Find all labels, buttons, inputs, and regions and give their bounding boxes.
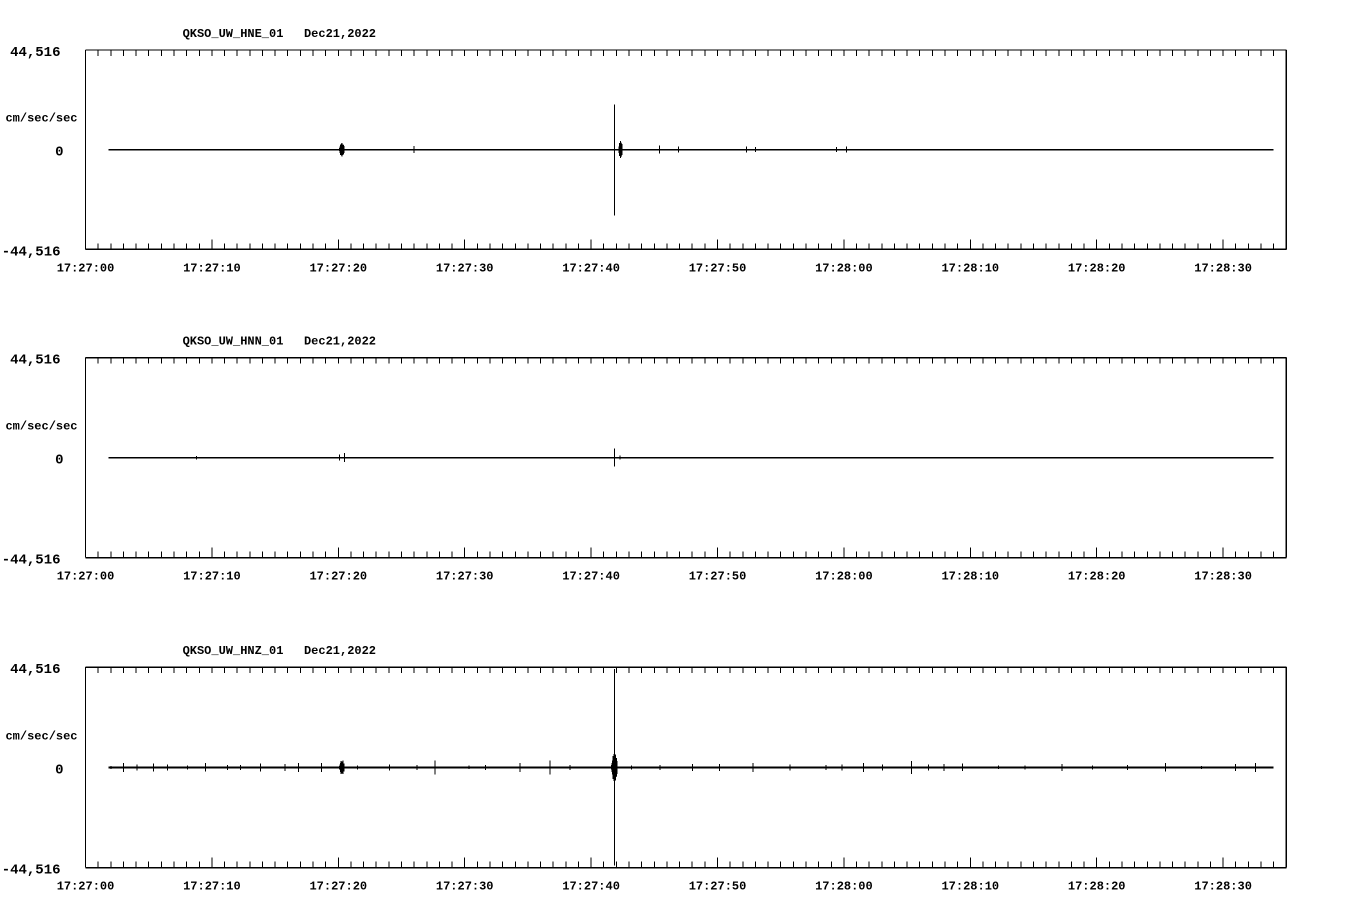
svg-text:QKSO_UW_HNE_01: QKSO_UW_HNE_01 [183, 27, 284, 41]
svg-text:17:27:40: 17:27:40 [562, 570, 620, 584]
svg-text:cm/sec/sec: cm/sec/sec [5, 729, 77, 743]
svg-text:Dec21,2022: Dec21,2022 [304, 27, 376, 41]
svg-text:-44,516: -44,516 [2, 244, 61, 260]
svg-text:17:28:20: 17:28:20 [1068, 261, 1126, 275]
svg-text:17:27:10: 17:27:10 [183, 570, 241, 584]
svg-text:cm/sec/sec: cm/sec/sec [5, 112, 77, 126]
svg-text:44,516: 44,516 [10, 45, 60, 61]
svg-text:17:28:10: 17:28:10 [941, 880, 999, 894]
svg-text:17:28:00: 17:28:00 [815, 880, 873, 894]
svg-text:17:27:50: 17:27:50 [689, 570, 747, 584]
svg-text:17:27:20: 17:27:20 [309, 261, 367, 275]
svg-text:Dec21,2022: Dec21,2022 [304, 335, 376, 349]
svg-text:0: 0 [55, 453, 63, 469]
svg-text:17:27:00: 17:27:00 [57, 261, 115, 275]
svg-text:0: 0 [55, 145, 63, 161]
svg-text:17:27:00: 17:27:00 [57, 880, 115, 894]
svg-text:0: 0 [55, 762, 63, 778]
svg-text:44,516: 44,516 [10, 353, 60, 369]
svg-text:Dec21,2022: Dec21,2022 [304, 644, 376, 658]
svg-text:QKSO_UW_HNZ_01: QKSO_UW_HNZ_01 [183, 644, 284, 658]
svg-text:17:28:00: 17:28:00 [815, 261, 873, 275]
svg-text:cm/sec/sec: cm/sec/sec [5, 420, 77, 434]
svg-text:17:28:20: 17:28:20 [1068, 570, 1126, 584]
svg-text:17:27:30: 17:27:30 [436, 261, 494, 275]
svg-text:17:27:40: 17:27:40 [562, 880, 620, 894]
svg-text:17:28:30: 17:28:30 [1194, 880, 1252, 894]
svg-text:QKSO_UW_HNN_01: QKSO_UW_HNN_01 [183, 335, 284, 349]
svg-text:17:28:20: 17:28:20 [1068, 880, 1126, 894]
svg-text:17:27:20: 17:27:20 [309, 570, 367, 584]
svg-text:44,516: 44,516 [10, 662, 60, 678]
svg-text:17:27:30: 17:27:30 [436, 880, 494, 894]
svg-text:17:28:10: 17:28:10 [941, 261, 999, 275]
svg-text:17:27:20: 17:27:20 [309, 880, 367, 894]
svg-text:17:27:50: 17:27:50 [689, 880, 747, 894]
svg-text:17:27:30: 17:27:30 [436, 570, 494, 584]
svg-text:17:27:50: 17:27:50 [689, 261, 747, 275]
svg-text:17:28:30: 17:28:30 [1194, 261, 1252, 275]
svg-text:17:28:10: 17:28:10 [941, 570, 999, 584]
svg-text:17:27:00: 17:27:00 [57, 570, 115, 584]
svg-text:17:27:10: 17:27:10 [183, 880, 241, 894]
svg-text:17:27:40: 17:27:40 [562, 261, 620, 275]
svg-text:17:27:10: 17:27:10 [183, 261, 241, 275]
svg-text:17:28:30: 17:28:30 [1194, 570, 1252, 584]
svg-text:17:28:00: 17:28:00 [815, 570, 873, 584]
svg-text:-44,516: -44,516 [2, 863, 61, 879]
svg-text:-44,516: -44,516 [2, 553, 61, 569]
